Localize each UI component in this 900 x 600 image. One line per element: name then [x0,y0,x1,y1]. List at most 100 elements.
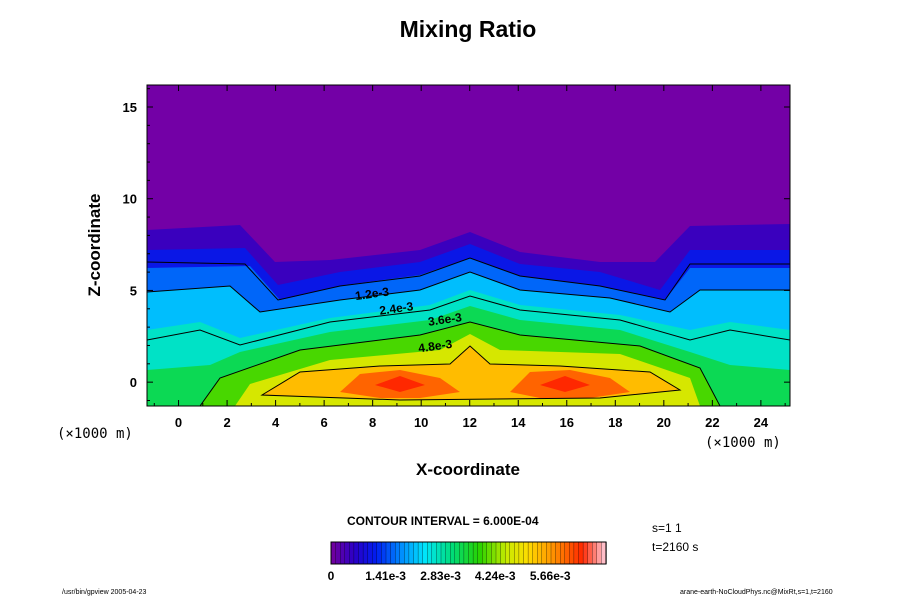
info-t: t=2160 s [652,540,699,554]
colorbar-cell [468,541,474,565]
colorbar-cell [486,541,493,565]
colorbar-cell [381,541,387,565]
x-axis-unit-left: (×1000 m) [57,426,133,442]
contour-line [147,257,790,301]
colorbar-cell [495,541,502,565]
field-layer [147,85,790,406]
colorbar-cell [372,541,378,565]
colorbar-cell [330,541,337,565]
colorbar-cell [550,541,557,565]
x-tick-label: 24 [754,415,769,430]
colorbar-cell [463,541,470,565]
colorbar-cell [532,541,538,565]
colorbar-cell [491,541,497,565]
colorbar-cell [564,541,570,565]
x-tick-label: 6 [321,415,328,430]
colorbar-label: 1.41e-3 [365,569,406,583]
colorbar-cell [573,541,580,565]
colorbar-cell [477,541,483,565]
colorbar-cell [582,541,589,565]
colorbar-cell [596,541,603,565]
colorbar-cell [395,541,401,565]
x-tick-label: 10 [414,415,428,430]
contour-line [147,295,790,346]
x-tick-label: 20 [657,415,671,430]
colorbar-cell [362,541,369,565]
colorbar-cell [546,541,552,565]
colorbar-cell [417,541,424,565]
colorbar-label: 0 [328,569,335,583]
colorbar-cell [390,541,396,565]
x-tick-label: 4 [272,415,280,430]
colorbar-cell [358,541,364,565]
x-axis-unit-right: (×1000 m) [705,435,781,451]
colorbar-cell [431,541,438,565]
colorbar-cell [569,541,575,565]
colorbar-cell [560,541,566,565]
colorbar-cell [335,541,341,565]
colorbar-cell [454,541,460,565]
contour-label: 2.4e-3 [379,299,415,318]
y-tick-label: 5 [130,283,137,298]
colorbar-cell [376,541,383,565]
colorbar-cell [422,541,428,565]
colorbar-cell [367,541,373,565]
contour-line [260,345,682,401]
colorbar-cell [399,541,405,565]
colorbar-label: 4.24e-3 [475,569,516,583]
colorbar-cell [482,541,488,565]
colorbar-cell [514,541,520,565]
colorbar-cell [427,541,433,565]
x-tick-label: 16 [560,415,574,430]
colorbar-cell [408,541,415,565]
contour-line [199,321,721,406]
field-blob [702,295,738,315]
x-tick-label: 14 [511,415,526,430]
colorbar-cell [436,541,442,565]
y-tick-label: 15 [123,100,137,115]
field-band [375,376,425,392]
chart-title: Mixing Ratio [399,16,537,42]
colorbar-cell [509,541,515,565]
contour-label: 4.8e-3 [417,337,453,356]
x-axis-label: X-coordinate [416,460,520,479]
colorbar-cell [353,541,360,565]
field-blob [202,295,238,315]
colorbar-cell [505,541,511,565]
x-tick-label: 18 [608,415,622,430]
colorbar-cell [445,541,451,565]
colorbar-cell [592,541,598,565]
colorbar-frame [330,541,607,565]
colorbar-cell [578,541,584,565]
colorbar-label: 2.83e-3 [420,569,461,583]
x-tick-label: 22 [705,415,719,430]
colorbar-cell [587,541,593,565]
plot-frame [146,84,791,407]
contour-label: 3.6e-3 [427,310,463,329]
colorbar-cell [349,541,355,565]
colorbar-cell [472,541,479,565]
x-tick-label: 2 [223,415,230,430]
info-s: s=1 1 [652,521,682,535]
contour-interval-label: CONTOUR INTERVAL = 6.000E-04 [347,514,539,528]
footer-left: /usr/bin/gpview 2005-04-23 [62,589,147,596]
colorbar-cell [459,541,465,565]
y-tick-label: 10 [123,192,137,207]
colorbar-cell [413,541,419,565]
colorbar-cell [523,541,529,565]
colorbar-cell [385,541,392,565]
colorbar-cell [537,541,543,565]
colorbar-cell [440,541,447,565]
colorbar-cell [518,541,525,565]
contour-label: 1.2e-3 [354,284,390,303]
field-band [540,376,590,392]
colorbar-cell [500,541,506,565]
colorbar-cell [527,541,534,565]
x-tick-label: 12 [462,415,476,430]
colorbar-cell [344,541,350,565]
colorbar-cell [404,541,410,565]
x-tick-label: 8 [369,415,376,430]
footer-right: arane-earth-NoCloudPhys.nc@MixRt,s=1,t=2… [680,589,833,596]
y-tick-label: 0 [130,375,137,390]
